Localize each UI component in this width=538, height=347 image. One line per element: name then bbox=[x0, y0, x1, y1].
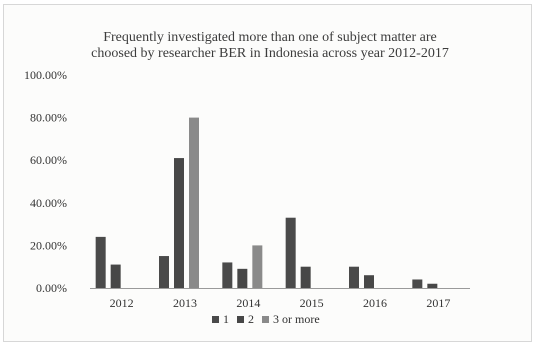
x-tick-label: 2012 bbox=[110, 296, 134, 310]
legend-swatch-series-1 bbox=[212, 316, 219, 323]
bar-2016-series-1 bbox=[349, 266, 359, 288]
bar-2015-series-2 bbox=[300, 266, 311, 288]
bar-2015-series-1 bbox=[285, 217, 296, 288]
bar-2013-series-1 bbox=[159, 256, 169, 288]
bar-2016-series-2 bbox=[364, 275, 374, 288]
x-tick-label: 2015 bbox=[300, 296, 324, 310]
bar-2017-series-1 bbox=[412, 279, 423, 288]
bar-2017-series-2 bbox=[427, 283, 438, 288]
bar-2013-series-2 bbox=[174, 158, 184, 288]
bar-2014-series-1 bbox=[222, 262, 233, 288]
chart-title-line-1: Frequently investigated more than one of… bbox=[103, 30, 437, 45]
y-tick-label: 40.00% bbox=[30, 196, 67, 210]
legend: 1 2 3 or more bbox=[212, 312, 320, 327]
legend-label-series-3: 3 or more bbox=[273, 312, 320, 326]
chart-title: Frequently investigated more than one of… bbox=[40, 30, 500, 62]
legend-label-series-1: 1 bbox=[223, 312, 229, 326]
legend-swatch-series-2 bbox=[237, 316, 244, 323]
bar-2012-series-1 bbox=[95, 236, 106, 288]
y-tick-label: 80.00% bbox=[30, 111, 67, 125]
x-tick-label: 2017 bbox=[426, 296, 450, 310]
legend-item-series-2: 2 bbox=[237, 312, 254, 327]
legend-label-series-2: 2 bbox=[248, 312, 254, 326]
legend-item-series-1: 1 bbox=[212, 312, 229, 327]
legend-item-series-3: 3 or more bbox=[262, 312, 320, 327]
x-tick-label: 2016 bbox=[363, 296, 387, 310]
x-tick-label: 2014 bbox=[236, 296, 260, 310]
y-tick-label: 0.00% bbox=[36, 281, 67, 295]
bar-2014-series-3 bbox=[252, 245, 263, 288]
y-tick-label: 100.00% bbox=[24, 68, 67, 82]
chart-frame bbox=[3, 4, 532, 342]
legend-swatch-series-3 bbox=[262, 316, 269, 323]
chart-title-line-2: choosed by researcher BER in Indonesia a… bbox=[91, 46, 449, 61]
y-tick-label: 20.00% bbox=[30, 238, 67, 252]
bar-2013-series-3 bbox=[189, 117, 199, 288]
bar-2014-series-2 bbox=[237, 268, 248, 288]
x-tick-label: 2013 bbox=[173, 296, 197, 310]
y-tick-label: 60.00% bbox=[30, 153, 67, 167]
bar-2012-series-2 bbox=[110, 264, 121, 288]
